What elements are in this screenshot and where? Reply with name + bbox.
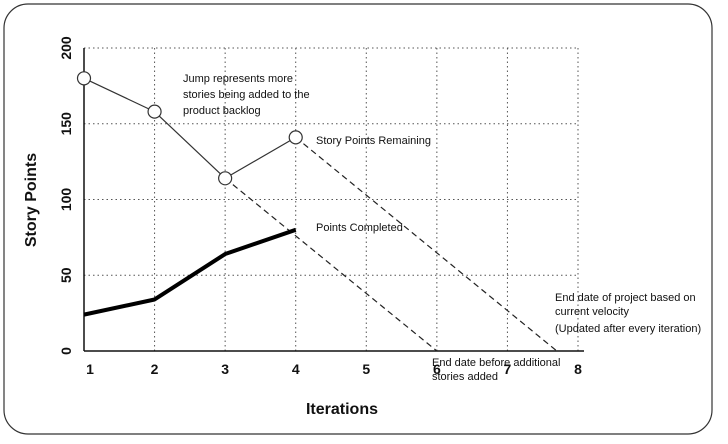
annotation-jump: Jump represents more stories being added… [183, 73, 313, 117]
y-tick-label: 150 [58, 112, 74, 136]
annotation-jump-line-3: product backlog [183, 105, 261, 117]
y-axis-title: Story Points [23, 153, 40, 247]
projection-lines [224, 136, 558, 352]
projection-line-1 [224, 177, 438, 352]
annotation-before-additional: End date before additional stories added [432, 357, 564, 383]
annotation-velocity-line-3: (Updated after every iteration) [555, 323, 701, 335]
y-tick-label: 200 [58, 36, 74, 60]
annotation-velocity-line-1: End date of project based on [555, 292, 696, 304]
points-completed-line [83, 227, 297, 317]
y-tick-label: 50 [58, 267, 74, 283]
projection-line-2 [295, 136, 558, 352]
remaining-point-marker [218, 171, 233, 186]
annotation-completed: Points Completed [316, 222, 403, 234]
annotation-jump-line-1: Jump represents more [183, 73, 293, 85]
y-tick-label: 100 [58, 188, 74, 212]
x-tick-label: 8 [574, 361, 582, 377]
x-tick-label: 2 [151, 361, 159, 377]
remaining-point-marker [76, 71, 92, 86]
story-points-remaining-line [83, 77, 297, 179]
annotation-current-velocity: End date of project based on current vel… [555, 292, 701, 335]
tick-labels: 1 2 3 4 5 6 7 8 0 50 100 150 200 [58, 36, 582, 377]
annotation-before-line-2: stories added [432, 371, 498, 383]
x-tick-label: 5 [362, 361, 370, 377]
x-tick-label: 1 [86, 361, 94, 377]
series [76, 71, 303, 317]
annotation-before-line-1: End date before additional [432, 357, 560, 369]
x-axis-title: Iterations [306, 401, 378, 418]
outer-border [3, 3, 713, 435]
y-tick-label: 0 [58, 347, 74, 355]
remaining-point-marker [147, 104, 162, 119]
grid [84, 47, 579, 351]
axes [83, 48, 584, 352]
annotation-velocity-line-2: current velocity [555, 306, 629, 318]
x-tick-label: 3 [221, 361, 229, 377]
x-tick-label: 6 [433, 361, 441, 377]
annotation-jump-line-2: stories being added to the [183, 89, 310, 101]
remaining-point-marker [288, 130, 303, 145]
x-tick-label: 7 [504, 361, 512, 377]
annotation-remaining: Story Points Remaining [316, 135, 431, 147]
x-tick-label: 4 [292, 361, 300, 377]
